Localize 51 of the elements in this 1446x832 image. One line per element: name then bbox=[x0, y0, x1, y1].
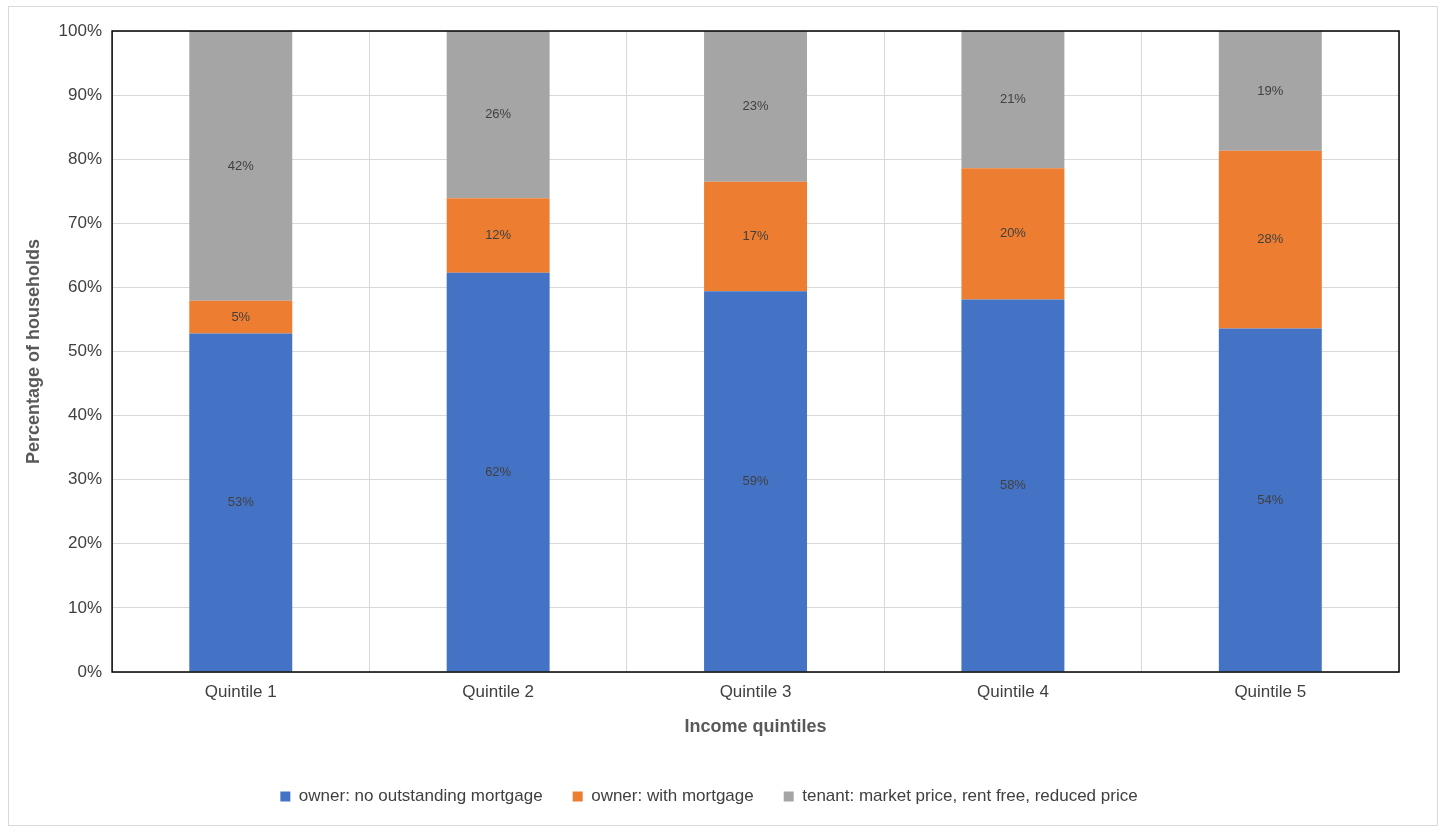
bar bbox=[1218, 328, 1322, 672]
bar bbox=[446, 31, 550, 199]
data-label: 42% bbox=[227, 157, 255, 173]
y-tick-label: 20% bbox=[68, 533, 103, 553]
y-tick-label: 60% bbox=[68, 277, 103, 297]
x-axis-title: Income quintiles bbox=[684, 716, 827, 737]
x-tick-label: Quintile 5 bbox=[1234, 681, 1307, 701]
legend-label: owner: with mortgage bbox=[591, 786, 754, 806]
x-tick-label: Quintile 3 bbox=[719, 681, 792, 701]
data-label: 5% bbox=[231, 308, 251, 324]
data-label: 28% bbox=[1257, 231, 1284, 247]
y-tick-label: 40% bbox=[68, 405, 103, 425]
bar bbox=[189, 333, 293, 672]
y-axis-title: Percentage of households bbox=[22, 238, 43, 465]
bar bbox=[961, 168, 1065, 300]
bar bbox=[704, 31, 808, 182]
bar bbox=[704, 181, 808, 292]
data-label: 53% bbox=[227, 494, 255, 510]
bar bbox=[1218, 31, 1322, 151]
y-tick-label: 0% bbox=[77, 661, 103, 681]
bar bbox=[1218, 150, 1322, 329]
bar bbox=[704, 291, 808, 672]
bar bbox=[189, 31, 293, 301]
y-tick-label: 100% bbox=[58, 20, 103, 40]
data-label: 20% bbox=[999, 225, 1027, 241]
data-label: 21% bbox=[999, 91, 1027, 107]
bar bbox=[446, 198, 550, 273]
data-label: 26% bbox=[485, 106, 512, 122]
y-tick-label: 50% bbox=[68, 341, 103, 361]
y-tick-label: 90% bbox=[68, 84, 103, 104]
data-label: 23% bbox=[742, 97, 769, 113]
legend-label: owner: no outstanding mortgage bbox=[298, 786, 543, 806]
data-label: 58% bbox=[999, 477, 1027, 493]
data-label: 54% bbox=[1257, 491, 1284, 507]
y-tick-label: 80% bbox=[68, 148, 103, 168]
data-label: 62% bbox=[485, 463, 512, 479]
bar bbox=[961, 31, 1065, 169]
data-label: 59% bbox=[742, 472, 769, 488]
x-tick-label: Quintile 4 bbox=[977, 681, 1049, 701]
x-tick-label: Quintile 2 bbox=[462, 681, 535, 701]
y-tick-label: 10% bbox=[68, 597, 103, 617]
y-tick-label: 70% bbox=[68, 212, 103, 232]
y-tick-label: 30% bbox=[68, 469, 103, 489]
x-tick-label: Quintile 1 bbox=[204, 681, 277, 701]
bar bbox=[446, 272, 550, 672]
data-label: 19% bbox=[1257, 82, 1284, 98]
data-label: 12% bbox=[485, 227, 512, 243]
bar bbox=[189, 300, 293, 334]
legend-label: tenant: market price, rent free, reduced price bbox=[802, 786, 1138, 806]
data-label: 17% bbox=[742, 228, 769, 244]
bar bbox=[961, 299, 1065, 672]
